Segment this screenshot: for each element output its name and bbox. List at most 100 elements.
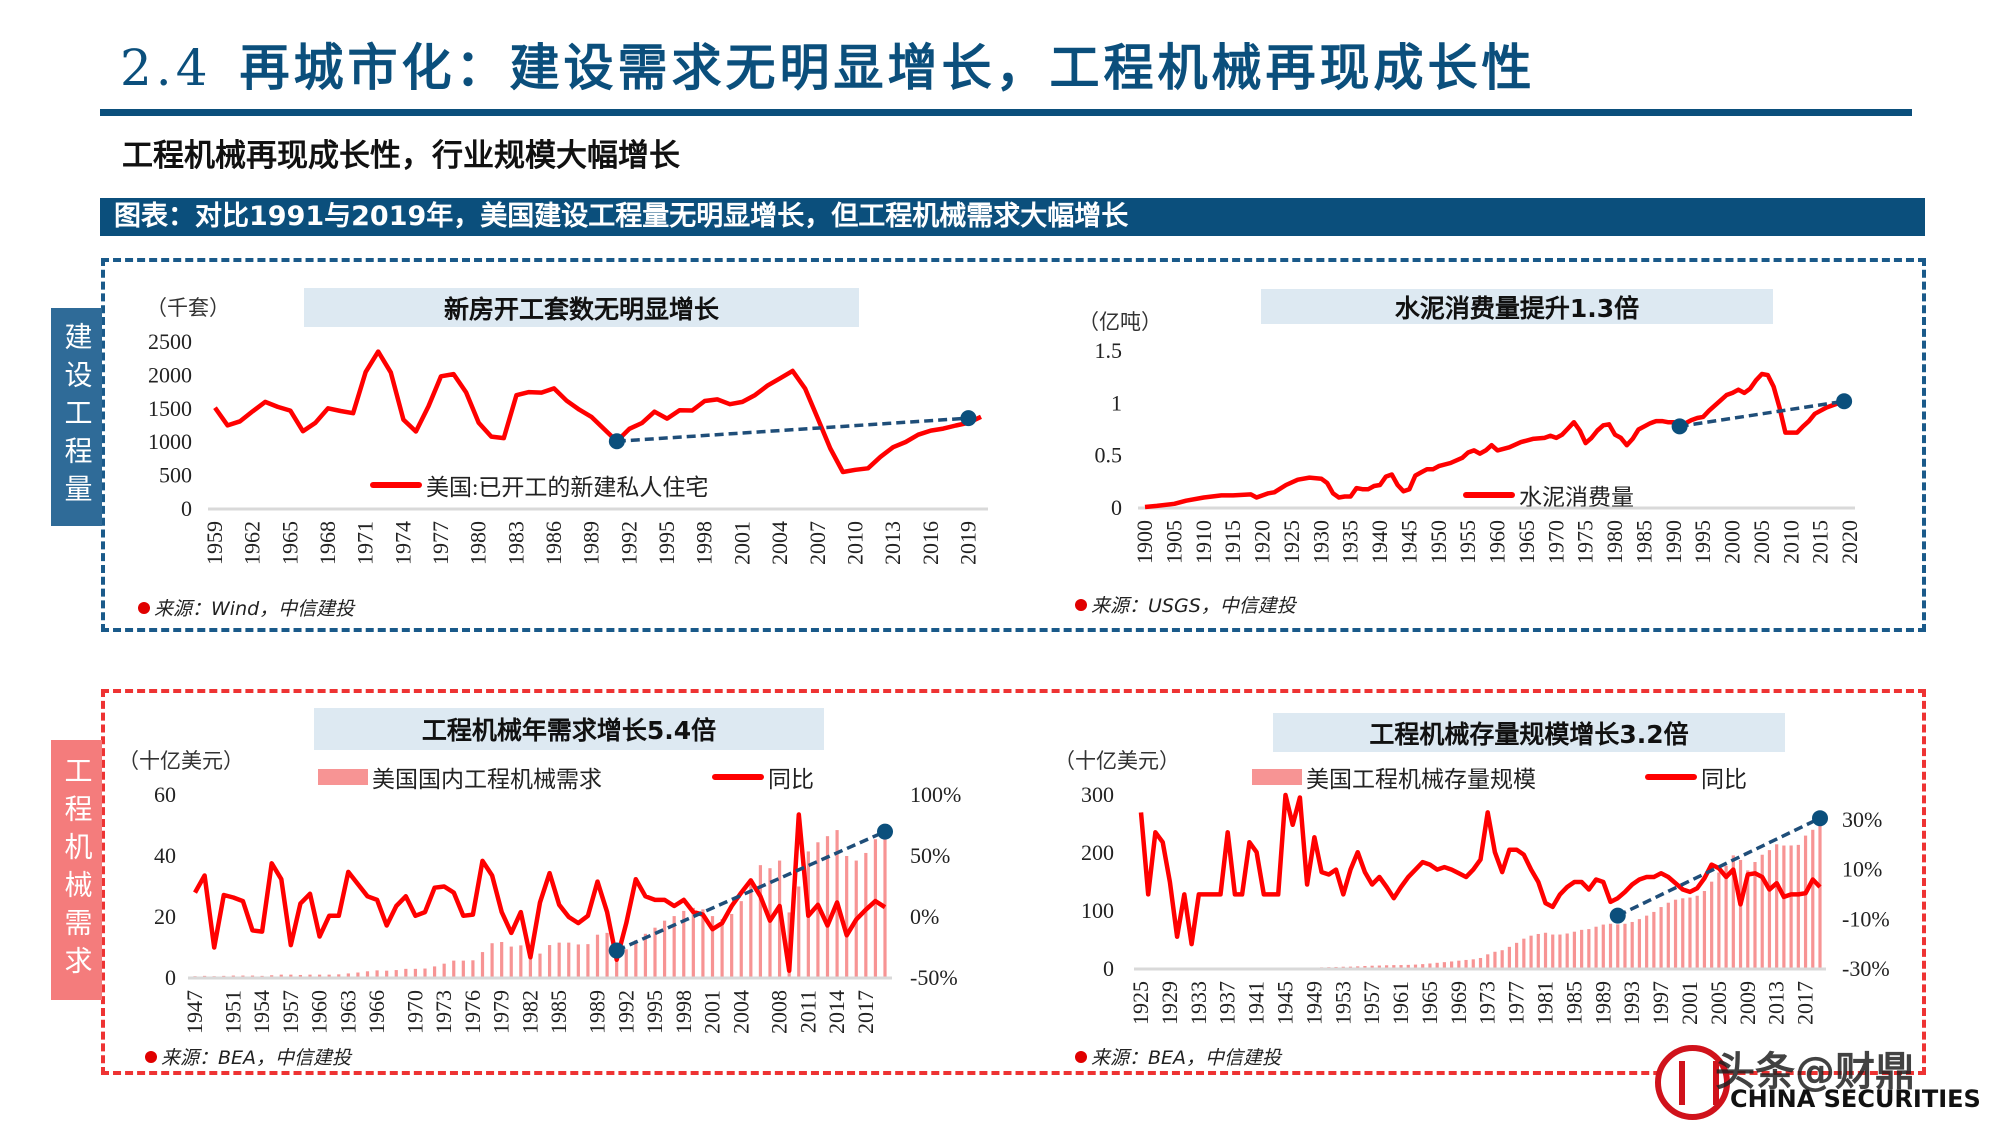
chart-title-cement: 水泥消费量提升1.3倍 [1261, 289, 1773, 324]
bar [442, 963, 446, 978]
y2-tick-label: -50% [910, 965, 958, 990]
bar [1803, 835, 1808, 969]
legend-label: 美国工程机械存量规模 [1306, 767, 1536, 792]
bar [710, 916, 715, 978]
bar [768, 868, 772, 978]
x-tick-label: 2007 [805, 521, 830, 565]
y2-tick-label: 100% [910, 782, 961, 807]
unit-label-demand: （十亿美元） [118, 749, 244, 773]
x-tick-label: 2001 [700, 990, 725, 1034]
x-tick-label: 2008 [767, 990, 792, 1034]
title-divider [100, 109, 1912, 116]
x-tick-label: 2016 [918, 521, 943, 565]
y-tick-label: 1000 [148, 429, 192, 454]
bar [375, 970, 379, 978]
unit-label-cement: （亿吨） [1078, 310, 1162, 334]
bar [864, 852, 868, 978]
bar [720, 919, 724, 978]
x-tick-label: 1953 [1330, 981, 1355, 1025]
y-tick-label: 0 [165, 965, 176, 990]
trend-point-start [608, 942, 625, 959]
bar [1760, 854, 1764, 969]
series-line [193, 812, 887, 973]
x-tick-label: 1973 [1475, 981, 1500, 1025]
trend-point-end [1836, 393, 1853, 410]
bar [1666, 902, 1670, 969]
bar [682, 910, 686, 978]
x-tick-label: 1965 [277, 521, 302, 565]
bar [1724, 865, 1728, 969]
legend-label: 同比 [1701, 767, 1747, 792]
y-tick-label: 100 [1081, 898, 1114, 923]
x-tick-label: 1955 [1455, 520, 1480, 564]
bar [1363, 965, 1367, 969]
bar [1818, 824, 1822, 969]
x-tick-label: 1915 [1220, 520, 1245, 564]
bar [1688, 897, 1692, 969]
x-tick-label: 2017 [1793, 981, 1818, 1025]
x-tick-label: 1995 [642, 990, 667, 1034]
y-tick-label: 500 [159, 463, 192, 488]
x-tick-label: 2014 [824, 990, 849, 1034]
x-tick-label: 1995 [654, 521, 679, 565]
bar [1811, 829, 1815, 969]
bar [1767, 850, 1772, 969]
bar [567, 942, 571, 978]
bar [749, 880, 753, 978]
y-tick-label: 60 [154, 782, 176, 807]
bar [845, 856, 849, 978]
bar [1717, 872, 1721, 969]
bar [1652, 911, 1656, 969]
x-tick-label: 1985 [1561, 981, 1586, 1025]
bar [500, 942, 504, 978]
bar [1572, 931, 1577, 969]
bar [1507, 946, 1511, 969]
x-tick-label: 2000 [1720, 520, 1745, 564]
x-tick-label: 2011 [795, 990, 820, 1033]
bar [1630, 921, 1634, 969]
source-text: 来源：Wind，中信建投 [154, 598, 355, 620]
bar [1601, 924, 1605, 969]
bar [1464, 959, 1468, 969]
bar [1580, 929, 1584, 969]
x-tick-label: 1977 [428, 521, 453, 565]
x-tick-label: 1989 [1590, 981, 1615, 1025]
trend-point-end [1812, 810, 1828, 827]
bar [739, 901, 743, 978]
bar [1587, 929, 1591, 969]
y2-tick-label: 50% [910, 843, 950, 868]
bar [1782, 845, 1786, 969]
bar [289, 974, 293, 978]
chart-2: 0 20 40 60 -50% 0% 50% 100% 1947 1951 1954 1957 1960… [154, 782, 961, 1034]
bar [758, 865, 763, 978]
x-tick-label: 1993 [1619, 981, 1644, 1025]
trend-line [1616, 816, 1821, 918]
bar [1435, 962, 1439, 969]
bar [1796, 844, 1800, 969]
bar [480, 952, 485, 978]
bar [1565, 933, 1569, 969]
legend-stock-yoy: 同比 [1645, 760, 1747, 794]
bullet-icon [1075, 1050, 1087, 1063]
source-stock: 来源：BEA，中信建投 [1075, 1043, 1281, 1070]
y-tick-label: 300 [1081, 782, 1114, 807]
bar [1428, 963, 1432, 969]
bar [452, 960, 456, 978]
x-tick-label: 1957 [278, 990, 303, 1034]
watermark: 头条@财鼎 CHINA SECURITIES [1655, 1045, 1981, 1125]
x-tick-label: 1960 [307, 990, 332, 1034]
x-tick-label: 1945 [1272, 981, 1297, 1025]
bar [1695, 895, 1699, 969]
bar [1399, 965, 1403, 969]
x-tick-label: 1933 [1186, 981, 1211, 1025]
bullet-icon [145, 1050, 157, 1063]
bar [1594, 926, 1598, 969]
x-tick-label: 2004 [728, 990, 753, 1034]
bar [615, 950, 619, 978]
bar [538, 953, 542, 978]
unit-label-housing: （千套） [146, 296, 230, 320]
bar [1637, 919, 1642, 969]
y-tick-label: 20 [154, 904, 176, 929]
series-line [213, 349, 982, 475]
x-tick-label: 1989 [585, 990, 610, 1034]
